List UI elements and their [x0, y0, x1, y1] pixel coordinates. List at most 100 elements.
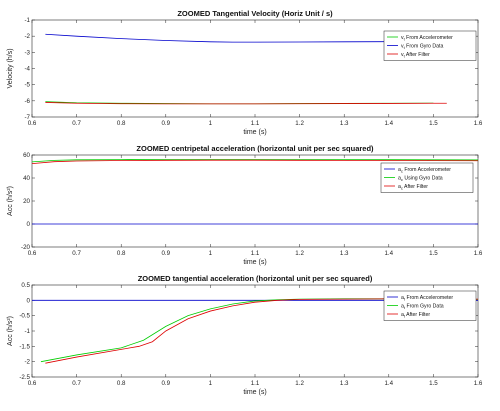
x-tick-label: 1.5 [429, 380, 438, 387]
x-axis-label: time (s) [243, 259, 266, 266]
legend-subscript: t [404, 305, 406, 310]
x-tick-label: 1.5 [429, 250, 438, 257]
y-tick-label: -1 [24, 17, 30, 24]
y-tick-label: -1.5 [19, 343, 30, 350]
legend-subscript: t [404, 297, 406, 302]
chart-title: ZOOMED tangential acceleration (horizont… [138, 274, 373, 283]
x-tick-label: 1.6 [474, 250, 483, 257]
y-axis-label: Acc (h/s²) [7, 186, 14, 216]
legend-box [380, 162, 474, 193]
legend-text: From Accelerometer [403, 167, 451, 173]
legend-subscript: t [404, 314, 406, 319]
x-tick-label: 1 [209, 380, 213, 387]
legend-subscript: c [401, 169, 403, 174]
legend-subscript: t [404, 45, 406, 50]
y-tick-label: 0 [27, 221, 31, 228]
y-tick-label: 0.5 [21, 282, 30, 289]
x-tick-label: 1.4 [384, 380, 393, 387]
legend-symbol: v [401, 52, 404, 58]
x-tick-label: 1.1 [251, 380, 260, 387]
x-tick-label: 0.9 [161, 250, 170, 257]
x-tick-label: 1.6 [474, 120, 483, 127]
x-tick-label: 0.8 [117, 380, 126, 387]
legend-symbol: a [398, 184, 401, 190]
x-tick-label: 1.4 [384, 120, 393, 127]
x-tick-label: 0.7 [72, 380, 81, 387]
y-tick-label: -2 [24, 33, 30, 40]
legend-text: After Filter [405, 52, 430, 58]
x-tick-label: 1.2 [295, 250, 304, 257]
x-tick-label: 0.7 [72, 120, 81, 127]
legend-symbol: v [401, 44, 404, 50]
series-line [45, 102, 447, 105]
series-line [31, 159, 479, 165]
y-tick-label: -3 [24, 49, 30, 56]
series-line [31, 159, 479, 163]
x-tick-label: 0.8 [117, 250, 126, 257]
y-tick-label: -5 [24, 82, 30, 89]
y-tick-label: 40 [23, 175, 30, 182]
y-axis-label: Velocity (h/s) [7, 48, 14, 88]
legend-entry: vt After Filter [401, 52, 430, 59]
legend-subscript: t [404, 37, 406, 42]
x-tick-label: 1.3 [340, 120, 349, 127]
legend-symbol: a [398, 176, 401, 182]
legend-text: Using Gyro Data [403, 176, 443, 182]
legend-entry: ac After Filter [398, 184, 428, 191]
legend-entry: ac Using Gyro Data [398, 176, 443, 183]
x-axis-label: time (s) [243, 129, 266, 136]
x-tick-label: 1.3 [340, 380, 349, 387]
chart-title: ZOOMED centripetal acceleration (horizon… [136, 144, 374, 153]
x-tick-label: 1.6 [474, 380, 483, 387]
x-tick-label: 1.1 [251, 250, 260, 257]
legend-subscript: c [401, 186, 403, 191]
y-tick-label: -4 [24, 66, 30, 73]
legend-entry: at After Filter [401, 312, 430, 319]
y-tick-label: -6 [24, 98, 30, 105]
legend-entry: at From Accelerometer [401, 295, 453, 302]
x-tick-label: 1.4 [384, 250, 393, 257]
legend-symbol: a [401, 295, 404, 301]
legend-entry: at From Gyro Data [401, 304, 444, 311]
legend-text: After Filter [405, 312, 430, 318]
x-tick-label: 0.8 [117, 120, 126, 127]
legend-subscript: t [404, 54, 406, 59]
x-tick-label: 0.6 [28, 120, 37, 127]
y-tick-label: 0 [27, 297, 31, 304]
y-tick-label: -7 [24, 114, 30, 121]
chart-panel: 0.6 0.7 0.8 0.9 1 1.1 1.2 1.3 1.4 1.5 1.6 0.5 0 -0.5 -… [7, 274, 483, 396]
x-tick-label: 1.5 [429, 120, 438, 127]
legend-entry: ac From Accelerometer [398, 167, 451, 174]
chart-title: ZOOMED Tangential Velocity (Horiz Unit /… [177, 9, 333, 18]
x-tick-label: 0.7 [72, 250, 81, 257]
x-tick-label: 0.6 [28, 380, 37, 387]
x-tick-label: 0.9 [161, 380, 170, 387]
y-tick-label: -1 [24, 328, 30, 335]
y-tick-label: -2 [24, 359, 30, 366]
x-tick-label: 0.6 [28, 250, 37, 257]
y-tick-label: 60 [23, 152, 30, 159]
x-tick-label: 1 [209, 120, 213, 127]
y-axis-label: Acc (h/s²) [7, 316, 14, 346]
legend-symbol: v [401, 35, 404, 41]
legend-subscript: c [401, 177, 403, 182]
legend-symbol: a [398, 167, 401, 173]
x-tick-label: 1.2 [295, 120, 304, 127]
x-tick-label: 1.1 [251, 120, 260, 127]
y-tick-label: -0.5 [19, 313, 30, 320]
y-tick-label: 20 [23, 198, 30, 205]
x-tick-label: 1.3 [340, 250, 349, 257]
legend-text: After Filter [403, 184, 428, 190]
x-tick-label: 1 [209, 250, 213, 257]
legend-box [383, 290, 477, 321]
series-line [45, 33, 434, 43]
x-tick-label: 0.9 [161, 120, 170, 127]
legend-symbol: a [401, 304, 404, 310]
series-line [45, 298, 479, 364]
legend-symbol: a [401, 312, 404, 318]
legend-text: From Gyro Data [405, 304, 444, 310]
y-tick-label: -20 [21, 244, 31, 251]
chart-panel: 0.6 0.7 0.8 0.9 1 1.1 1.2 1.3 1.4 1.5 1.6 60 40 20 0 -2… [7, 144, 483, 266]
legend-text: From Accelerometer [405, 35, 453, 41]
